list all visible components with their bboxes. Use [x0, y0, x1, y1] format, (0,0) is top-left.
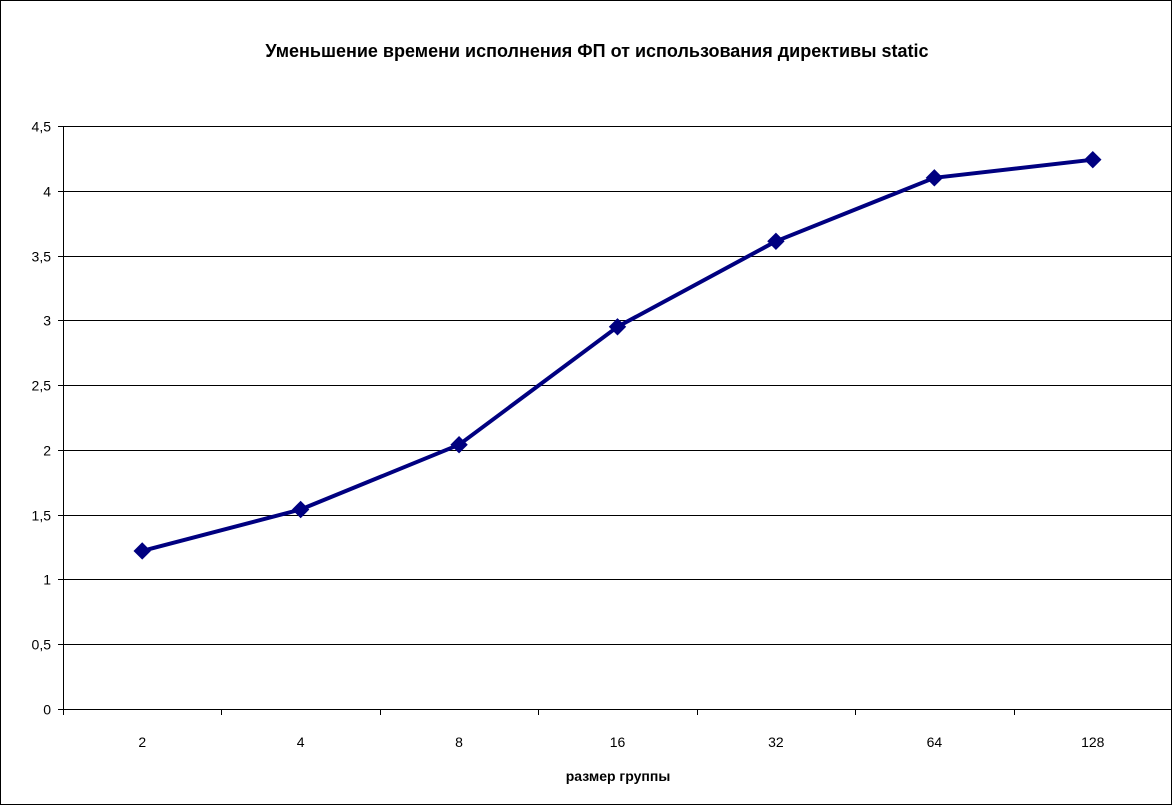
x-tick-label: 2 — [138, 734, 146, 750]
data-point-diamond-icon — [133, 542, 151, 560]
data-point-diamond-icon — [767, 232, 785, 251]
y-tick-label: 1 — [43, 572, 51, 588]
data-point-diamond-icon — [450, 435, 468, 454]
y-tick-label: 2,5 — [32, 378, 52, 394]
y-tick-label: 4 — [43, 184, 51, 200]
chart-title: Уменьшение времени исполнения ФП от испо… — [265, 41, 928, 61]
axes — [58, 126, 1172, 715]
y-tick-label: 0,5 — [32, 637, 52, 653]
x-tick-label: 64 — [927, 734, 943, 750]
series-layer — [133, 150, 1102, 560]
y-tick-label: 2 — [43, 443, 51, 459]
x-axis-tick-labels: 2 4 8 16 32 64 128 — [138, 734, 1104, 750]
gridlines — [63, 126, 1172, 645]
x-tick-label: 32 — [768, 734, 784, 750]
data-point-diamond-icon — [291, 500, 310, 519]
series-line — [140, 157, 1095, 553]
y-tick-label: 1,5 — [32, 508, 52, 524]
data-point-diamond-icon — [1084, 150, 1102, 169]
y-tick-label: 3,5 — [32, 249, 52, 265]
y-tick-label: 4,5 — [32, 119, 52, 135]
x-tick-label: 128 — [1081, 734, 1105, 750]
data-point-diamond-icon — [925, 169, 944, 187]
x-tick-label: 4 — [297, 734, 305, 750]
x-tick-label: 8 — [455, 734, 463, 750]
data-point-diamond-icon — [608, 318, 627, 336]
x-axis-title: размер группы — [566, 768, 671, 784]
y-axis-tick-labels: 0 0,5 1 1,5 2 2,5 3 3,5 4 4,5 — [32, 119, 52, 718]
y-tick-label: 0 — [43, 702, 51, 718]
y-tick-label: 3 — [43, 313, 51, 329]
x-tick-label: 16 — [610, 734, 626, 750]
